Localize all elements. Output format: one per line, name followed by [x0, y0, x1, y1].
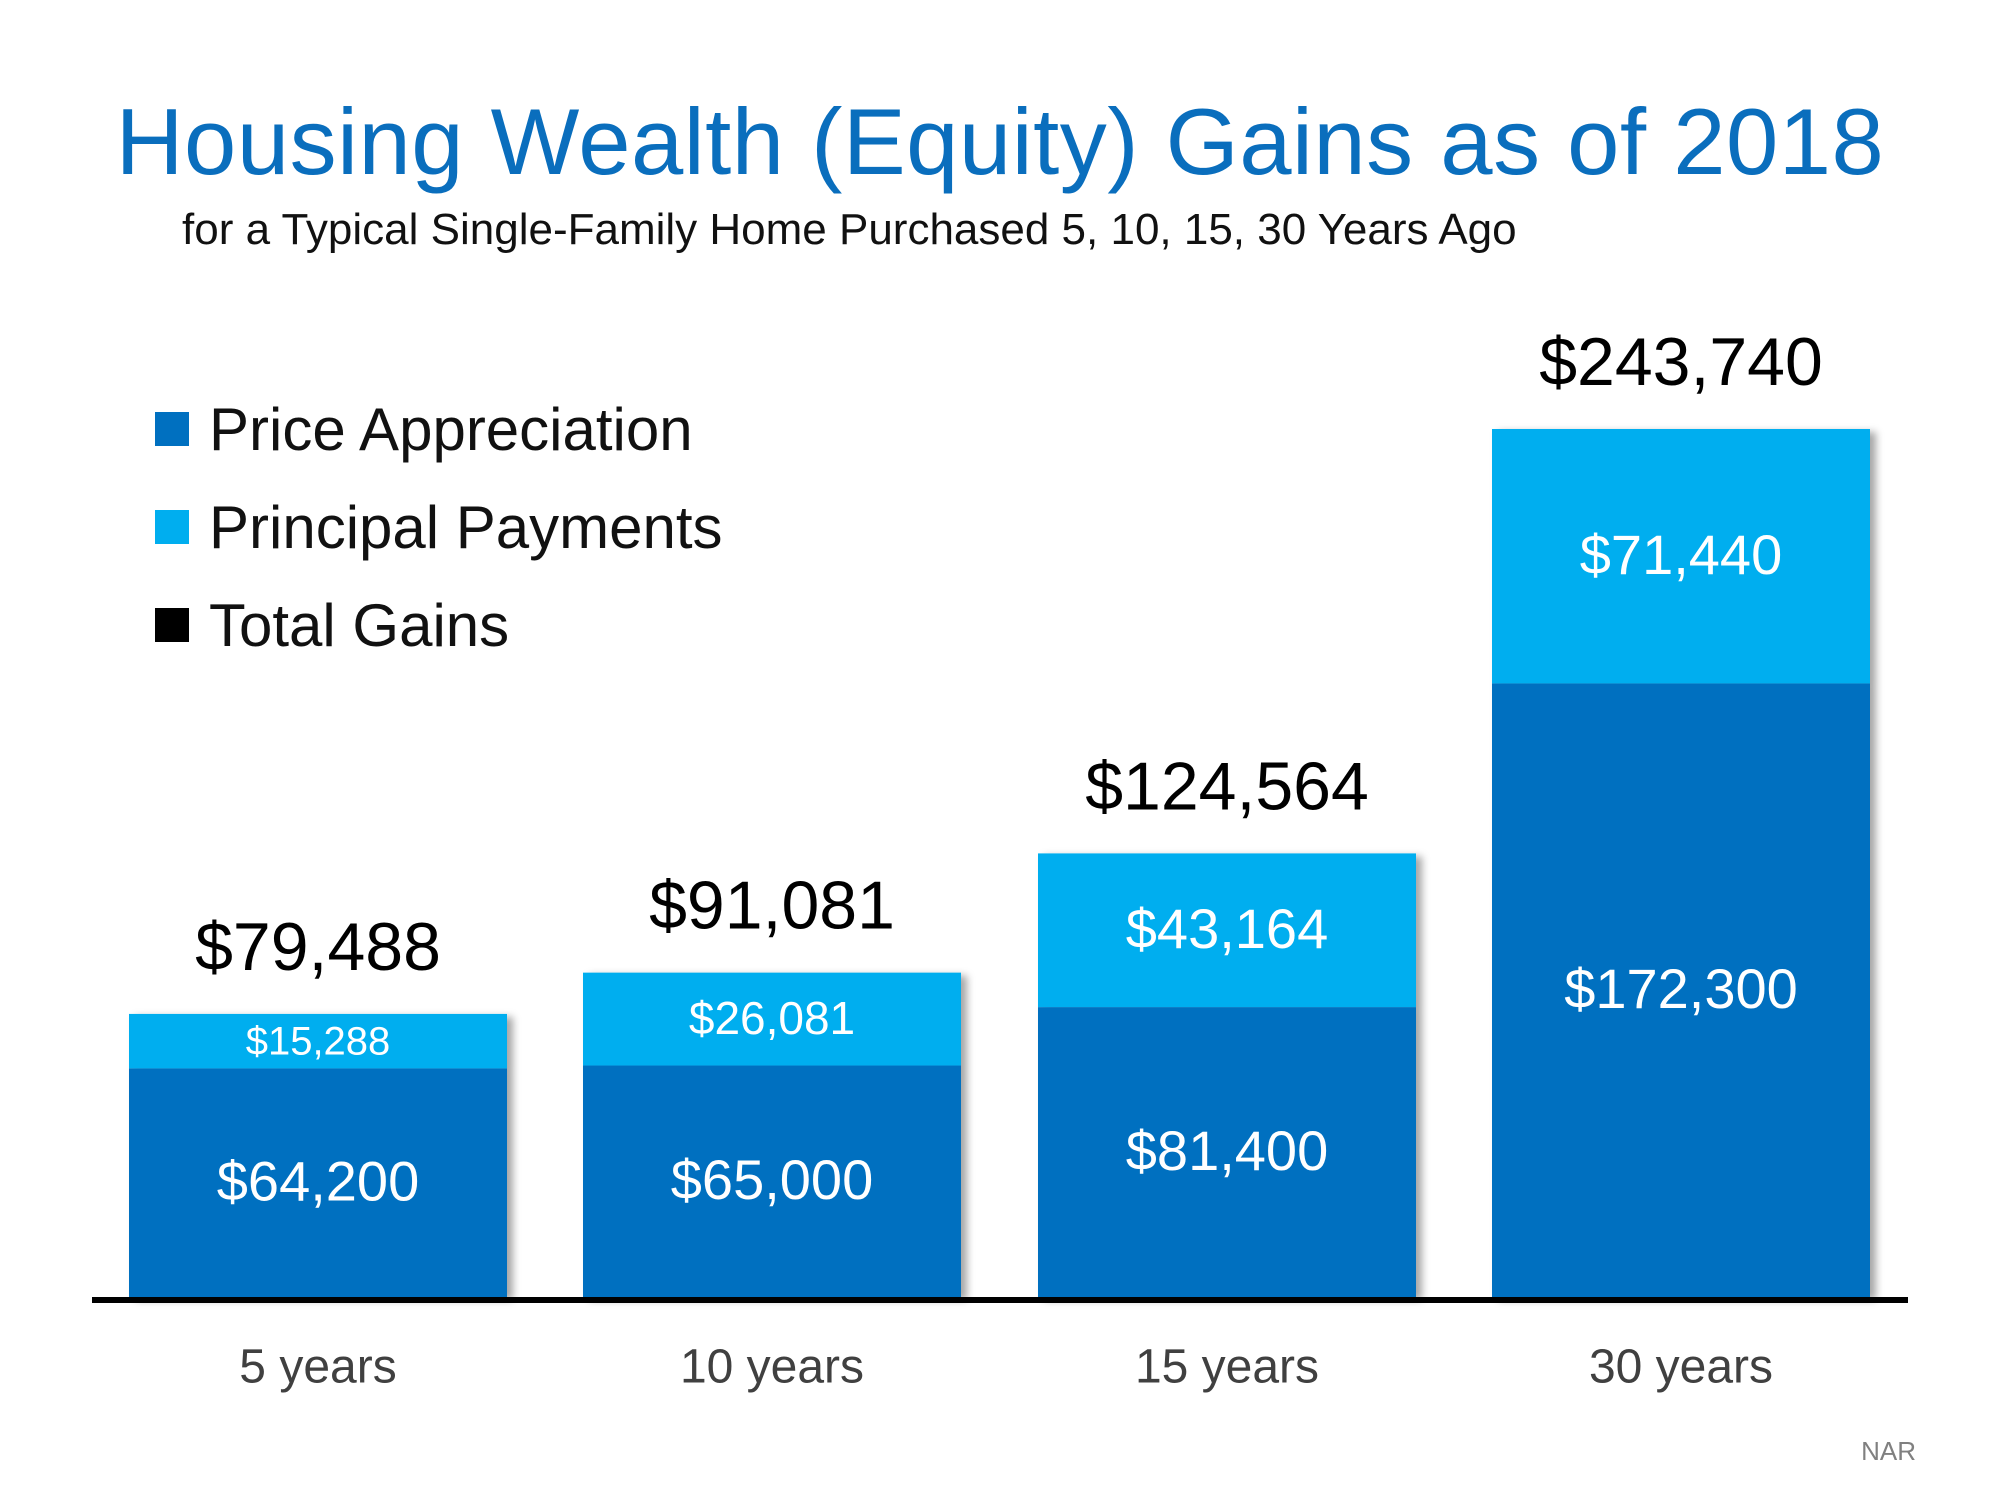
chart-legend: Price Appreciation Principal Payments To…: [155, 380, 723, 674]
chart-subtitle: for a Typical Single-Family Home Purchas…: [182, 205, 1517, 254]
total-label-5-years: $79,488: [195, 909, 441, 985]
data-label-price-appreciation-10-years: $65,000: [671, 1148, 873, 1211]
legend-label-total-gains: Total Gains: [209, 591, 510, 659]
bar-principal-payments-15-years: [1038, 853, 1416, 1008]
legend-item-price-appreciation: Price Appreciation: [155, 380, 723, 478]
bar-principal-payments-10-years: [583, 972, 961, 1066]
legend-swatch-principal-payments: [155, 510, 189, 544]
total-label-15-years: $124,564: [1085, 748, 1369, 824]
bar-principal-payments-5-years: [129, 1013, 507, 1069]
data-label-price-appreciation-15-years: $81,400: [1126, 1119, 1328, 1182]
legend-item-principal-payments: Principal Payments: [155, 478, 723, 576]
bar-price-appreciation-15-years: [1038, 1007, 1416, 1297]
data-label-principal-payments-15-years: $43,164: [1126, 897, 1328, 960]
bar-group-15-years: [1038, 853, 1416, 1297]
data-label-price-appreciation-30-years: $172,300: [1564, 957, 1798, 1020]
data-label-principal-payments-5-years: $15,288: [246, 1020, 391, 1064]
legend-item-total-gains: Total Gains: [155, 576, 723, 674]
x-tick-label-30-years: 30 years: [1589, 1341, 1773, 1394]
data-label-principal-payments-10-years: $26,081: [689, 992, 855, 1044]
x-tick-label-5-years: 5 years: [239, 1341, 396, 1394]
legend-label-principal-payments: Principal Payments: [209, 493, 723, 561]
data-label-price-appreciation-5-years: $64,200: [217, 1149, 419, 1212]
total-label-10-years: $91,081: [649, 868, 895, 944]
bar-group-5-years: [129, 1013, 507, 1297]
chart-title: Housing Wealth (Equity) Gains as of 2018: [115, 89, 1885, 194]
x-tick-label-15-years: 15 years: [1135, 1341, 1319, 1394]
legend-swatch-price-appreciation: [155, 412, 189, 446]
data-label-principal-payments-30-years: $71,440: [1580, 523, 1782, 586]
bar-price-appreciation-30-years: [1492, 683, 1870, 1297]
bar-price-appreciation-5-years: [129, 1068, 507, 1297]
bar-group-30-years: [1492, 429, 1870, 1297]
total-label-30-years: $243,740: [1539, 324, 1823, 400]
source-label: NAR: [1861, 1436, 1916, 1466]
bar-price-appreciation-10-years: [583, 1065, 961, 1297]
legend-swatch-total-gains: [155, 608, 189, 642]
x-tick-label-10-years: 10 years: [680, 1341, 864, 1394]
legend-label-price-appreciation: Price Appreciation: [209, 395, 693, 463]
bar-group-10-years: [583, 972, 961, 1297]
bar-principal-payments-30-years: [1492, 429, 1870, 684]
